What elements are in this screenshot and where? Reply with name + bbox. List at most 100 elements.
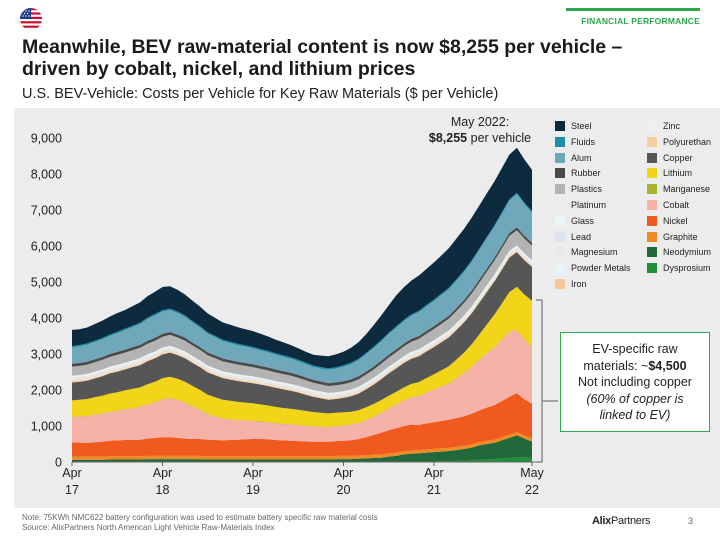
area-lithium — [72, 286, 532, 428]
legend-label: Graphite — [663, 231, 698, 242]
legend-item-cobalt: Cobalt — [647, 200, 689, 210]
legend-swatch — [555, 200, 565, 210]
legend-item-lithium: Lithium — [647, 168, 693, 179]
legend-swatch — [647, 168, 657, 179]
footnote-source: Source: AlixPartners North American Ligh… — [22, 523, 275, 532]
legend-label: Iron — [571, 279, 587, 289]
area-neodymium — [72, 435, 532, 462]
y-tick-label: 5,000 — [31, 276, 62, 290]
legend-label: Plastics — [571, 184, 603, 195]
legend-swatch — [647, 247, 657, 258]
legend-item-powder-metals: Powder Metals — [555, 263, 631, 274]
area-steel — [72, 147, 532, 369]
section-label: FINANCIAL PERFORMANCE — [581, 16, 700, 26]
legend-item-zinc: Zinc — [647, 121, 680, 131]
legend-item-plastics: Plastics — [555, 184, 603, 195]
legend-swatch — [647, 200, 657, 210]
legend-label: Nickel — [663, 215, 688, 226]
y-tick-label: 6,000 — [31, 240, 62, 254]
legend-swatch — [555, 247, 565, 258]
x-tick-label-year: 22 — [525, 483, 539, 497]
area-alum — [72, 194, 532, 384]
legend-item-nickel: Nickel — [647, 215, 688, 226]
legend-swatch — [555, 121, 565, 131]
page-number: 3 — [688, 516, 694, 526]
legend-label: Polyurethan — [663, 136, 712, 147]
ev-box-line-4: (60% of copper is — [586, 391, 684, 406]
ev-box-line-1: EV-specific raw — [592, 342, 678, 356]
legend-item-steel: Steel — [555, 121, 592, 131]
x-tick-label: Apr — [243, 466, 262, 480]
legend-item-lead: Lead — [555, 231, 592, 242]
legend-label: Lithium — [663, 168, 693, 179]
legend-item-copper: Copper — [647, 152, 693, 163]
area-copper — [72, 252, 532, 414]
ev-box-line-5: linked to EV) — [599, 408, 671, 422]
ev-box-value: $4,500 — [648, 358, 687, 373]
legend-label: Platinum — [571, 200, 607, 210]
legend-label: Magnesium — [571, 247, 618, 258]
y-tick-label: 7,000 — [31, 204, 62, 218]
legend-swatch — [555, 263, 565, 274]
area-nickel — [72, 393, 532, 457]
legend-label: Alum — [571, 152, 592, 163]
y-tick-label: 8,000 — [31, 168, 62, 182]
legend-item-graphite: Graphite — [647, 231, 698, 242]
x-tick-label-year: 19 — [246, 483, 260, 497]
area-cobalt — [72, 330, 532, 443]
chart-axes — [71, 461, 536, 466]
us-flag-icon — [20, 8, 42, 30]
legend-swatch — [647, 136, 657, 147]
legend-item-glass: Glass — [555, 215, 594, 226]
brand-rest: Partners — [610, 515, 651, 527]
ev-box-prefix: materials: ~ — [583, 358, 649, 373]
x-tick-label-year: 20 — [337, 483, 351, 497]
legend-label: Neodymium — [663, 247, 712, 258]
legend-label: Rubber — [571, 168, 601, 179]
x-tick-label: May — [520, 466, 544, 480]
area-graphite — [72, 432, 532, 460]
legend-label: Powder Metals — [571, 263, 631, 274]
chart-subtitle: U.S. BEV-Vehicle: Costs per Vehicle for … — [22, 86, 499, 102]
y-tick-label: 0 — [55, 456, 62, 470]
legend-item-platinum: Platinum — [555, 200, 606, 210]
legend-label: Copper — [663, 152, 693, 163]
legend-label: Steel — [571, 121, 592, 131]
page-title: Meanwhile, BEV raw-material content is n… — [22, 36, 702, 80]
legend-item-rubber: Rubber — [555, 168, 601, 179]
legend-item-magnesium: Magnesium — [555, 247, 618, 258]
legend-swatch — [647, 152, 657, 163]
legend-swatch — [555, 215, 565, 226]
chart-ticks: 0 1,000 2,000 3,000 4,000 5,000 6,000 7,000 8,00… — [31, 132, 545, 498]
ev-box-line-2: materials: ~$4,500 — [561, 358, 709, 375]
y-tick-label: 1,000 — [31, 420, 62, 434]
legend-item-alum: Alum — [555, 152, 592, 163]
chart-areas — [72, 147, 532, 462]
ev-specific-box: EV-specific raw materials: ~$4,500 Not i… — [560, 332, 710, 432]
brand-bold: Alix — [592, 515, 611, 527]
legend-swatch — [555, 136, 565, 147]
legend-item-polyurethan: Polyurethan — [647, 136, 712, 147]
alixpartners-logo: AlixPartners — [592, 515, 650, 527]
legend-item-neodymium: Neodymium — [647, 247, 712, 258]
y-tick-label: 2,000 — [31, 384, 62, 398]
footnote: Note: 75KWh NMC622 battery configuration… — [22, 513, 378, 533]
x-tick-label-year: 21 — [427, 483, 441, 497]
footnote-note: Note: 75KWh NMC622 battery configuration… — [22, 513, 378, 522]
x-tick-label: Apr — [62, 466, 81, 480]
legend-label: Lead — [571, 231, 592, 242]
x-tick-label-year: 18 — [156, 483, 170, 497]
section-accent-bar — [566, 8, 700, 11]
may-2022-callout: May 2022: $8,255 per vehicle — [412, 114, 548, 146]
y-tick-label: 3,000 — [31, 348, 62, 362]
legend-swatch — [647, 263, 657, 274]
x-tick-label: Apr — [334, 466, 353, 480]
callout-suffix: per vehicle — [467, 131, 532, 145]
page-title-line-2: driven by cobalt, nickel, and lithium pr… — [22, 58, 416, 80]
legend-label: Dysprosium — [663, 263, 711, 274]
legend-swatch — [647, 184, 657, 195]
page-title-line-1: Meanwhile, BEV raw-material content is n… — [22, 36, 623, 58]
callout-date: May 2022: — [450, 115, 510, 129]
x-tick-label: Apr — [153, 466, 172, 480]
legend-swatch — [647, 121, 657, 131]
